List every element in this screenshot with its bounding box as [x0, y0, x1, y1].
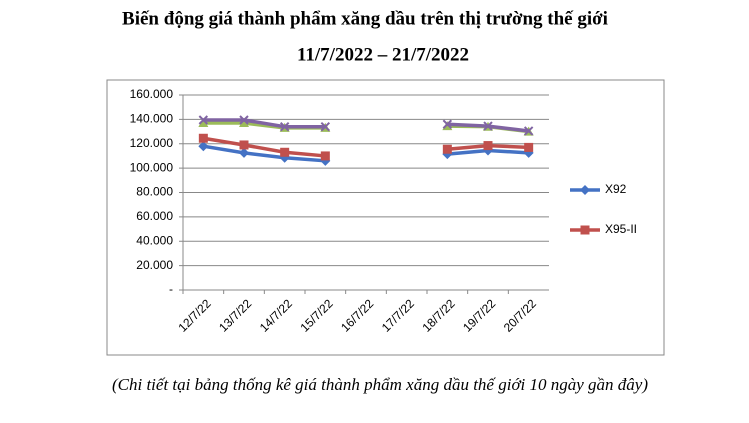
point [198, 133, 208, 143]
point [320, 121, 331, 132]
caption: (Chi tiết tại bảng thống kê giá thành ph… [112, 375, 648, 394]
y-tick-label: 100.000 [130, 160, 174, 174]
chart-title: Biến động giá thành phẩm xăng dầu trên t… [122, 8, 608, 29]
y-tick-label: - [169, 282, 173, 296]
y-tick-label: 160.000 [130, 87, 174, 101]
point [523, 126, 534, 136]
point [198, 141, 209, 152]
point [198, 115, 209, 125]
point [524, 142, 534, 152]
point [580, 225, 590, 235]
y-tick-label: 140.000 [130, 112, 174, 126]
point [483, 141, 493, 151]
point [279, 121, 290, 132]
point [280, 147, 290, 157]
point [442, 119, 453, 129]
point [483, 121, 493, 131]
y-tick-label: 60.000 [136, 209, 173, 223]
y-tick-label: 40.000 [136, 233, 173, 247]
chart-subtitle: 11/7/2022 – 21/7/2022 [297, 44, 469, 65]
point [198, 118, 209, 128]
point [442, 144, 452, 154]
y-tick-label: 20.000 [136, 258, 173, 272]
legend-label: X92 [605, 182, 627, 196]
point [239, 118, 249, 128]
point [580, 185, 590, 195]
y-tick-label: 120.000 [130, 136, 174, 150]
y-tick-label: 80.000 [136, 185, 173, 199]
legend-label: X95-II [605, 222, 637, 236]
point [239, 147, 249, 158]
point [320, 151, 330, 161]
point [239, 115, 249, 125]
point [239, 140, 249, 150]
